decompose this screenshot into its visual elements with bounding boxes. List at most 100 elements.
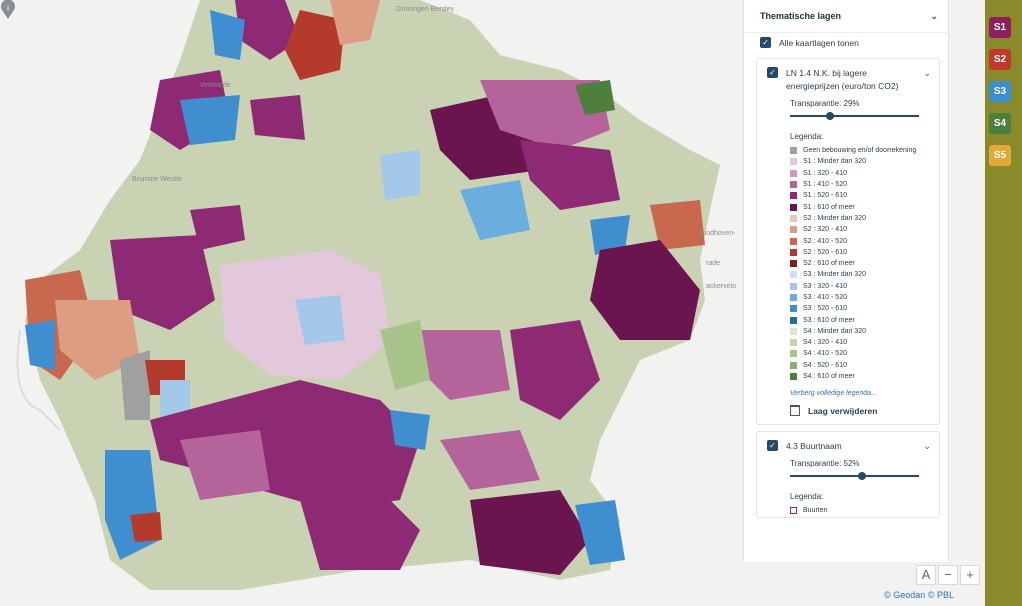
legend-item: S4 : 610 of meer: [790, 371, 935, 382]
scenario-button-s4[interactable]: S4: [989, 113, 1011, 134]
coastline: [16, 329, 61, 431]
patch: [575, 80, 615, 115]
legend-label: S4 : 610 of meer: [803, 373, 855, 381]
layer-header[interactable]: ✓ 4.3 Buurtnaam ⌄: [757, 432, 939, 457]
trash-icon: [790, 405, 800, 417]
patch: [295, 295, 345, 345]
legend-label: S4 : 320 - 410: [803, 339, 847, 347]
legend-swatch: [790, 214, 797, 222]
patch: [55, 300, 140, 380]
legend-label: S3 : 610 of meer: [803, 316, 855, 324]
legend-item: S4 : 410 - 520: [790, 348, 935, 359]
pbl-link[interactable]: © PBL: [927, 590, 954, 600]
legend-label: S1 : 320 - 410: [803, 169, 847, 177]
patch: [160, 380, 190, 420]
scenario-button-s3[interactable]: S3: [989, 81, 1011, 102]
town-label: Veldstede: [200, 82, 231, 89]
legend-label: S1 : 610 of meer: [803, 203, 855, 211]
legend-swatch: [790, 350, 797, 358]
scenario-button-s5[interactable]: S5: [989, 145, 1011, 166]
legend-label: S1 : 520 - 610: [803, 192, 847, 200]
patch: [380, 320, 430, 390]
legend-swatch: [790, 316, 797, 324]
legend-item: S3 : 320 - 410: [790, 281, 935, 292]
slider-knob[interactable]: [826, 111, 835, 120]
legend-item: S1 : 520 - 610: [790, 190, 935, 201]
attribution: © Geodan © PBL: [884, 590, 954, 600]
transparency-slider[interactable]: [790, 470, 929, 482]
legend-label: S2 : 320 - 410: [803, 226, 847, 234]
map-pin-icon[interactable]: i: [0, 0, 16, 20]
zoom-in-button[interactable]: +: [960, 565, 980, 585]
legend-item: S3 : Minder dan 320: [790, 269, 935, 280]
chevron-down-icon[interactable]: ⌄: [923, 68, 931, 78]
patch: [110, 235, 215, 330]
town-label: rade: [706, 260, 721, 267]
legend-swatch: [790, 294, 797, 301]
legend-label: S1 : Minder dan 320: [803, 158, 867, 166]
show-all-layers-row[interactable]: ✓ Alle kaartlagen tonen: [744, 33, 948, 52]
legend-label: Buurten: [803, 507, 828, 515]
legend-swatch: [790, 507, 797, 515]
patch: [380, 150, 420, 200]
legend-label: S2 : 410 - 520: [803, 237, 847, 245]
patch: [510, 320, 600, 420]
scenario-button-s1[interactable]: S1: [989, 17, 1011, 38]
legend-item: S3 : 520 - 610: [790, 303, 935, 314]
layer-checkbox[interactable]: ✓: [767, 440, 778, 452]
legend-label: Geen bebouwing en/of doorrekening: [803, 147, 917, 155]
legend-swatch: [790, 271, 797, 279]
legend-label: S2 : 520 - 610: [803, 248, 847, 256]
legend-label: S3 : 320 - 410: [803, 282, 847, 290]
show-all-checkbox[interactable]: ✓: [760, 37, 771, 48]
hide-legend-link[interactable]: Verberg volledige legenda...: [790, 390, 877, 398]
patch: [180, 95, 240, 145]
thematic-layers-header[interactable]: Thematische lagen ⌄: [744, 0, 948, 33]
legend-item: S4 : 320 - 410: [790, 337, 935, 348]
slider-track: [790, 115, 919, 117]
patch: [390, 410, 430, 450]
patch: [460, 180, 530, 240]
auto-extent-button[interactable]: A: [916, 565, 936, 585]
patch: [440, 430, 540, 490]
patch: [590, 215, 630, 255]
patch: [575, 500, 625, 565]
legend-label: S2 : 610 of meer: [803, 260, 855, 268]
patch: [235, 0, 300, 60]
scenario-strip: S1 S2 S3 S4 S5: [985, 0, 1022, 606]
zoom-out-button[interactable]: −: [938, 565, 958, 585]
patch: [420, 330, 510, 400]
patch: [285, 10, 345, 80]
legend-item: S4 : Minder dan 320: [790, 326, 935, 337]
legend-swatch: [790, 339, 797, 347]
layer-checkbox[interactable]: ✓: [767, 67, 778, 78]
town-label: ackervelo: [706, 283, 736, 290]
transparency-slider[interactable]: [790, 110, 929, 122]
patch: [590, 240, 700, 340]
show-all-label: Alle kaartlagen tonen: [779, 37, 859, 48]
neighbourhood-choropleth[interactable]: [0, 0, 990, 606]
legend-swatch: [790, 181, 797, 189]
legend-swatch: [790, 147, 797, 155]
legend-item: S2 : Minder dan 320: [790, 213, 935, 224]
legend-swatch: [790, 192, 797, 200]
geodan-link[interactable]: © Geodan: [884, 590, 926, 600]
legend-swatch: [790, 158, 797, 166]
remove-layer-button[interactable]: Laag verwijderen: [757, 397, 939, 424]
town-label: Groningen Bersley: [396, 6, 454, 13]
scenario-button-s2[interactable]: S2: [989, 49, 1011, 70]
legend-item: S3 : 410 - 520: [790, 292, 935, 303]
slider-knob[interactable]: [858, 471, 867, 480]
section-title: Thematische lagen: [760, 11, 842, 21]
legend-swatch: [790, 327, 797, 335]
layer-header[interactable]: ✓ LN 1.4 N.K. bij lagere energieprijzen …: [757, 59, 939, 97]
chevron-down-icon[interactable]: ⌄: [923, 441, 931, 452]
legend-item: S1 : Minder dan 320: [790, 156, 935, 167]
legend-item: S1 : 610 of meer: [790, 201, 935, 212]
patch: [480, 80, 610, 150]
chevron-down-icon[interactable]: ⌄: [930, 10, 938, 21]
layer-title: LN 1.4 N.K. bij lagere energieprijzen (e…: [786, 68, 899, 91]
legend-list: Buurten: [757, 505, 939, 516]
patch: [520, 140, 620, 210]
legend-title: Legenda:: [790, 132, 824, 141]
